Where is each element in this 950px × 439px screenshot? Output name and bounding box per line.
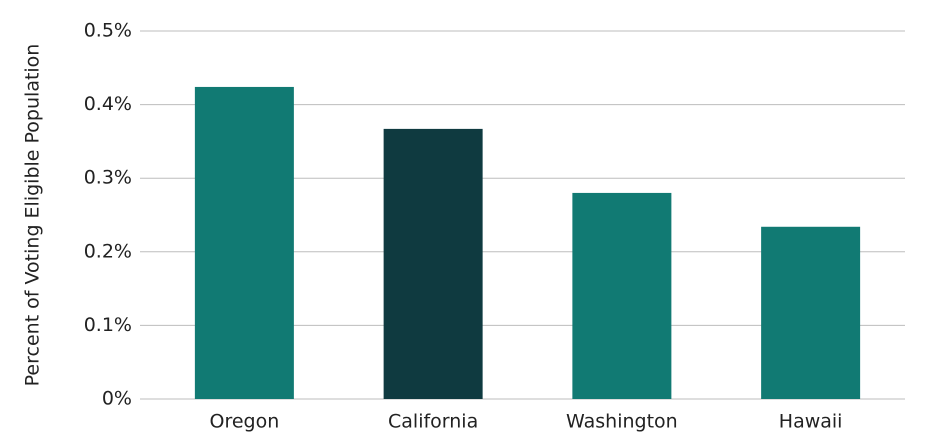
bar <box>572 192 672 399</box>
bar <box>194 86 294 399</box>
x-tick-label: California <box>388 411 478 433</box>
bar <box>761 226 861 399</box>
y-tick-label: 0% <box>102 388 132 410</box>
bar <box>383 128 483 399</box>
x-tick-label: Hawaii <box>779 411 843 433</box>
x-tick-label: Oregon <box>209 411 279 433</box>
y-tick-label: 0.2% <box>84 240 132 262</box>
y-tick-label: 0.4% <box>84 93 132 115</box>
y-tick-label: 0.3% <box>84 167 132 189</box>
y-tick-label: 0.1% <box>84 314 132 336</box>
y-tick-label: 0.5% <box>84 20 132 42</box>
x-tick-label: Washington <box>566 411 678 433</box>
y-axis-label: Percent of Voting Eligible Population <box>22 44 44 387</box>
